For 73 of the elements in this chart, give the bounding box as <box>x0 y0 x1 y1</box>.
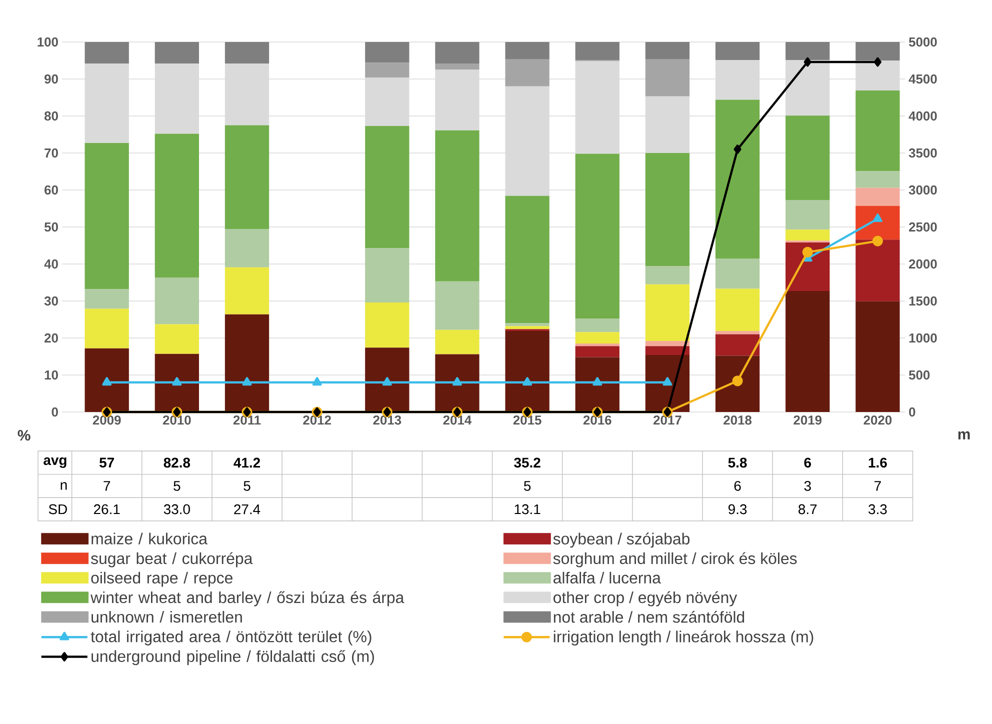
y-tick-label: 30 <box>44 296 58 306</box>
x-tick-label: 2020 <box>864 416 892 425</box>
legend-label: winter wheat and barley / őszi búza és árpa <box>90 591 404 606</box>
legend-label: unknown / ismeretlen <box>92 610 242 623</box>
legend-label: alfalfa / lucerna <box>554 572 661 584</box>
text: 5 <box>244 481 250 491</box>
y-tick-label: 40 <box>44 259 58 269</box>
text: avg <box>44 457 66 468</box>
y2-axis-title: m <box>958 431 970 440</box>
y2-tick-label: 4500 <box>908 74 937 84</box>
text: SD <box>48 504 67 514</box>
text: 33.0 <box>164 504 190 514</box>
text: n <box>60 482 67 490</box>
y-tick-label: 100 <box>38 37 58 47</box>
y-tick-label: 20 <box>44 333 58 343</box>
x-tick-label: 2019 <box>794 416 822 425</box>
text: 7 <box>104 481 110 491</box>
legend-label: sorghum and millet / cirok és köles <box>553 552 797 568</box>
y2-tick-label: 3000 <box>908 185 937 195</box>
y2-tick-label: 2500 <box>908 222 937 232</box>
y2-tick-label: 2000 <box>908 259 937 269</box>
legend-label: oilseed rape / repce <box>91 572 232 587</box>
text: 57 <box>100 458 114 468</box>
x-tick-label: 2013 <box>373 416 402 425</box>
legend-label: sugar beat / cukorrépa <box>91 552 253 568</box>
x-tick-label: 2009 <box>92 416 121 425</box>
y-tick-label: 50 <box>44 222 58 232</box>
y-tick-label: 60 <box>44 185 58 195</box>
text: 3.3 <box>868 504 887 514</box>
x-tick-label: 2012 <box>303 416 331 425</box>
x-tick-label: 2010 <box>162 416 191 425</box>
x-tick-label: 2018 <box>724 416 752 425</box>
y2-tick-label: 4000 <box>908 111 937 121</box>
legend-label: total irrigated area / öntözött terület (%) <box>90 630 372 646</box>
text: 41.2 <box>234 458 260 468</box>
x-tick-label: 2017 <box>654 416 682 425</box>
y-tick-label: 10 <box>44 370 58 380</box>
y2-tick-label: 1000 <box>909 333 937 343</box>
text: 5.8 <box>728 458 747 468</box>
text: 6 <box>804 458 811 468</box>
y-tick-label: 0 <box>52 407 58 417</box>
text: 5 <box>174 481 180 491</box>
legend-label: other crop / egyéb növény <box>554 591 738 606</box>
x-tick-label: 2015 <box>513 416 542 425</box>
text: 13.1 <box>514 504 540 514</box>
text: 8.7 <box>798 504 817 514</box>
x-tick-label: 2016 <box>583 416 612 425</box>
legend-label: underground pipeline / földalatti cső (m) <box>92 650 374 666</box>
text: 27.4 <box>234 504 260 514</box>
text: 35.2 <box>514 458 540 468</box>
y-tick-label: 80 <box>44 111 58 121</box>
y2-tick-label: 500 <box>908 370 930 380</box>
text: 82.8 <box>164 458 190 468</box>
y-axis-title: % <box>18 430 30 441</box>
y2-tick-label: 5000 <box>908 37 937 47</box>
y2-tick-label: 3500 <box>908 148 937 158</box>
y-tick-label: 70 <box>44 148 58 158</box>
text: 3 <box>804 481 811 491</box>
text: 6 <box>734 481 741 491</box>
x-tick-label: 2011 <box>233 416 261 425</box>
y2-tick-label: 1500 <box>909 296 937 306</box>
x-tick-label: 2014 <box>443 416 472 425</box>
text: 9.3 <box>728 504 747 514</box>
text: 1.6 <box>868 458 887 468</box>
legend-label: maize / kukorica <box>92 532 208 544</box>
y-tick-label: 90 <box>44 74 58 84</box>
text: 26.1 <box>94 504 120 514</box>
legend-label: not arable / nem szántóföld <box>554 610 744 623</box>
text: 5 <box>524 481 531 491</box>
y2-tick-label: 0 <box>909 407 916 417</box>
legend-label: irrigation length / lineárok hossza (m) <box>554 630 814 646</box>
text: 7 <box>874 481 881 491</box>
legend-label: soybean / szójabab <box>553 532 690 548</box>
